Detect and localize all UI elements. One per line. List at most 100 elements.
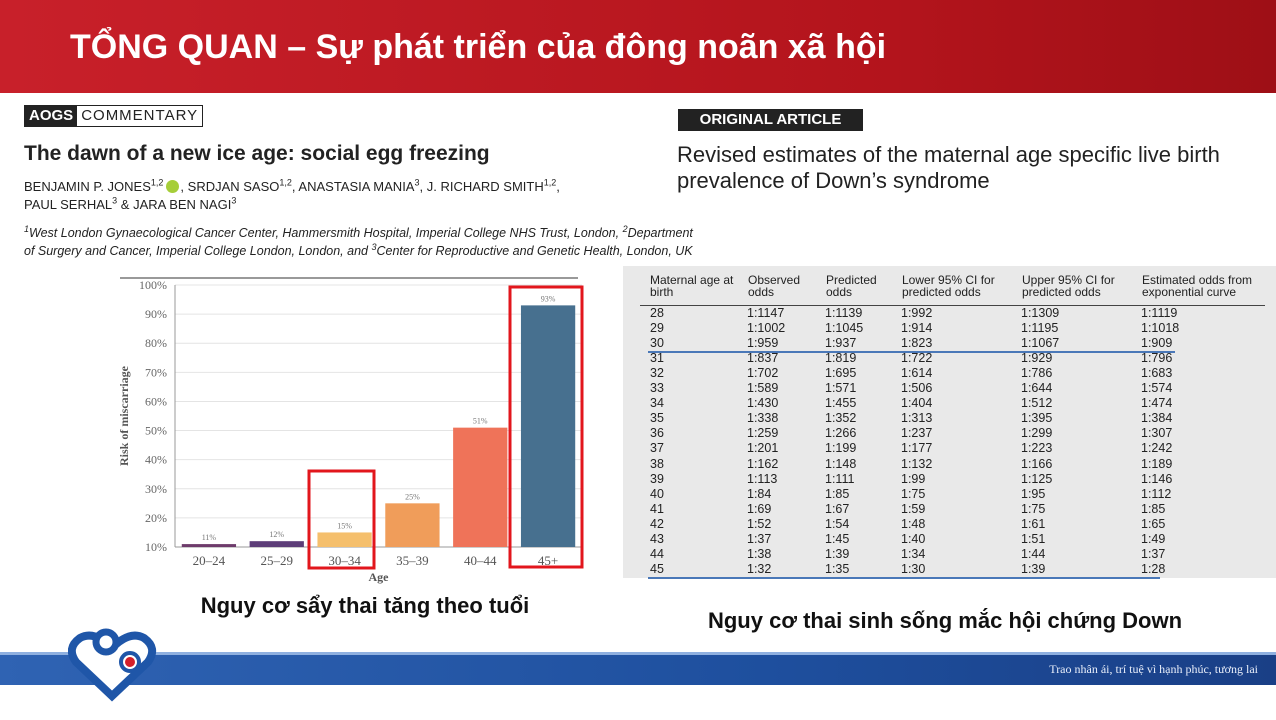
line: 1West London Gynaecological Cancer Cente… bbox=[24, 224, 693, 242]
table-cell: 1:35 bbox=[825, 561, 850, 576]
table-cell: 28 bbox=[650, 306, 664, 320]
text: , bbox=[556, 179, 560, 194]
x-tick-label: 30–34 bbox=[328, 553, 361, 568]
title-line: prevalence of Down’s syndrome bbox=[677, 168, 990, 193]
y-tick-label: 20% bbox=[145, 511, 167, 525]
table-cell: 1:338 bbox=[747, 411, 779, 426]
table-cell: 1:571 bbox=[825, 381, 857, 396]
table-cell: 1:786 bbox=[1021, 366, 1053, 381]
line: PAUL SERHAL3 & JARA BEN NAGI3 bbox=[24, 196, 560, 214]
table-cell: 1:199 bbox=[825, 441, 857, 456]
orcid-icon bbox=[166, 180, 180, 193]
text: PAUL SERHAL bbox=[24, 197, 113, 212]
table-header: Maternal age at birth bbox=[650, 273, 734, 299]
table-cell: 1:683 bbox=[1141, 366, 1173, 381]
table-cell: 1:455 bbox=[825, 396, 857, 411]
table-header: Upper 95% CI for predicted odds bbox=[1022, 273, 1115, 299]
value-label: 12% bbox=[269, 530, 284, 539]
section: COMMENTARY bbox=[81, 107, 199, 124]
table-cell: 35 bbox=[650, 411, 664, 426]
table-cell: 1:237 bbox=[901, 426, 933, 441]
caption-left: Nguy cơ sẩy thai tăng theo tuổi bbox=[200, 593, 530, 618]
y-tick-label: 80% bbox=[145, 336, 167, 350]
right-title: Revised estimates of the maternal age sp… bbox=[677, 142, 1220, 194]
table-cell: 1:992 bbox=[901, 306, 933, 320]
logo-dot bbox=[125, 657, 135, 667]
value-label: 15% bbox=[337, 521, 352, 530]
x-tick-label: 35–39 bbox=[396, 553, 429, 568]
table-cell: 32 bbox=[650, 366, 664, 381]
table-cell: 45 bbox=[650, 561, 664, 576]
article-badge: ORIGINAL ARTICLE bbox=[678, 109, 863, 131]
table-cell: 1:37 bbox=[1141, 546, 1166, 561]
text: , ANASTASIA MANIA bbox=[291, 179, 415, 194]
value-label: 25% bbox=[405, 492, 420, 501]
blue-rule bbox=[648, 577, 1160, 579]
table-cell: 1:929 bbox=[1021, 351, 1053, 366]
table-cell: 44 bbox=[650, 546, 664, 561]
table-cell: 39 bbox=[650, 471, 664, 486]
table-cell: 1:823 bbox=[901, 336, 933, 351]
table-cell: 1:914 bbox=[901, 321, 933, 336]
text: & JARA BEN NAGI bbox=[117, 197, 232, 212]
table-cell: 1:384 bbox=[1141, 411, 1173, 426]
table-cell: 1:1309 bbox=[1021, 306, 1060, 320]
y-tick-label: 90% bbox=[145, 307, 167, 321]
table-cell: 1:84 bbox=[747, 486, 772, 501]
table-cell: 1:722 bbox=[901, 351, 933, 366]
table-cell: 1:166 bbox=[1021, 456, 1053, 471]
table-cell: 1:1067 bbox=[1021, 336, 1060, 351]
table-cell: 1:1195 bbox=[1021, 321, 1059, 336]
table-cell: 1:1002 bbox=[747, 321, 786, 336]
table-cell: 1:28 bbox=[1141, 561, 1166, 576]
x-tick-label: 25–29 bbox=[261, 553, 294, 568]
table-cell: 1:39 bbox=[1021, 561, 1046, 576]
table-cell: 1:39 bbox=[825, 546, 850, 561]
blue-rule bbox=[648, 351, 1175, 353]
x-tick-label: 40–44 bbox=[464, 553, 497, 568]
table-cell: 1:67 bbox=[825, 501, 850, 516]
table-header: Predicted odds bbox=[826, 273, 877, 299]
superscript: 1,2 bbox=[279, 177, 292, 188]
table-cell: 41 bbox=[650, 501, 664, 516]
text: BENJAMIN P. JONES bbox=[24, 179, 151, 194]
table-cell: 1:259 bbox=[747, 426, 779, 441]
y-tick-label: 70% bbox=[145, 365, 167, 379]
table-cell: 33 bbox=[650, 381, 664, 396]
table-cell: 1:819 bbox=[825, 351, 857, 366]
y-tick-label: 10% bbox=[145, 540, 167, 554]
journal-badge: AOGS COMMENTARY bbox=[24, 105, 204, 127]
table-cell: 1:404 bbox=[901, 396, 933, 411]
value-label: 51% bbox=[473, 417, 488, 426]
table-cell: 34 bbox=[650, 396, 664, 411]
table-cell: 29 bbox=[650, 321, 664, 336]
table-cell: 1:111 bbox=[825, 471, 855, 486]
y-tick-label: 30% bbox=[145, 482, 167, 496]
line: BENJAMIN P. JONES1,2, SRDJAN SASO1,2, AN… bbox=[24, 178, 560, 196]
footer-band bbox=[0, 652, 1276, 685]
table-cell: 1:1147 bbox=[747, 306, 785, 320]
table-cell: 1:52 bbox=[747, 516, 772, 531]
slogan: Trao nhân ái, trí tuệ vì hạnh phúc, tươn… bbox=[1049, 662, 1258, 676]
table-cell: 1:148 bbox=[825, 456, 857, 471]
table-cell: 1:38 bbox=[747, 546, 772, 561]
table-cell: 1:99 bbox=[901, 471, 926, 486]
table-cell: 1:1139 bbox=[825, 306, 863, 320]
table-cell: 1:266 bbox=[825, 426, 857, 441]
table-cell: 1:75 bbox=[1021, 501, 1046, 516]
table-cell: 1:1045 bbox=[825, 321, 864, 336]
table-cell: 1:223 bbox=[1021, 441, 1053, 456]
y-tick-label: 50% bbox=[145, 424, 167, 438]
table-cell: 42 bbox=[650, 516, 664, 531]
superscript: 3 bbox=[231, 195, 237, 206]
table-cell: 1:242 bbox=[1141, 441, 1173, 456]
table-cell: 1:695 bbox=[825, 366, 857, 381]
table-cell: 1:40 bbox=[901, 531, 926, 546]
table-cell: 1:51 bbox=[1021, 531, 1046, 546]
table-header: Lower 95% CI for predicted odds bbox=[902, 273, 995, 299]
table-cell: 1:189 bbox=[1141, 456, 1173, 471]
table-cell: 36 bbox=[650, 426, 664, 441]
table-cell: 1:32 bbox=[747, 561, 772, 576]
